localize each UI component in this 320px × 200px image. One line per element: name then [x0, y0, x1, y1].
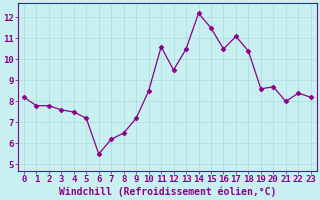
X-axis label: Windchill (Refroidissement éolien,°C): Windchill (Refroidissement éolien,°C)	[59, 187, 276, 197]
